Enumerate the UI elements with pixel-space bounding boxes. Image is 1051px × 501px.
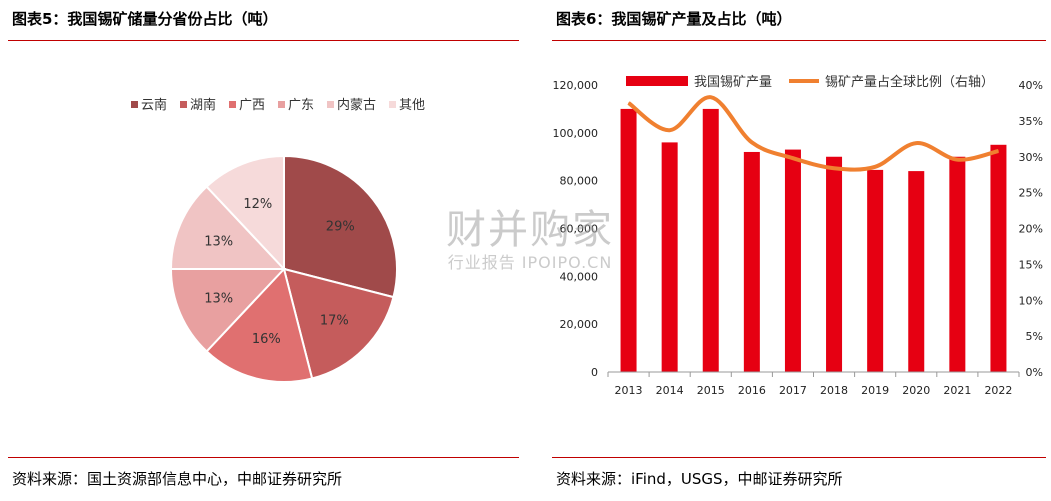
y2-tick-7: 35% (1019, 115, 1043, 128)
x-tick-2014: 2014 (656, 384, 684, 397)
x-tick-2019: 2019 (861, 384, 889, 397)
y2-tick-6: 30% (1019, 151, 1043, 164)
y2-tick-4: 20% (1019, 223, 1043, 236)
share-point-2021 (956, 159, 958, 161)
right-source-rule (552, 457, 1046, 458)
right-source: 资料来源：iFind，USGS，中邮证券研究所 (556, 470, 843, 488)
y2-tick-1: 5% (1026, 330, 1043, 343)
legend-label-广西: 广西 (239, 98, 265, 113)
left-panel-title: 图表5：我国锡矿储量分省份占比（吨） (12, 10, 278, 28)
legend-label-line: 锡矿产量占全球比例（右轴） (825, 74, 994, 90)
bar-2019 (867, 169, 884, 372)
x-tick-2022: 2022 (984, 384, 1012, 397)
left-source-rule (8, 457, 519, 458)
y-tick-2: 40,000 (560, 270, 599, 283)
legend-label-其他: 其他 (399, 98, 425, 113)
y-tick-4: 80,000 (560, 175, 599, 188)
legend-swatch-广东 (278, 101, 285, 108)
bar-2020 (908, 171, 925, 372)
pie-label-其他: 12% (243, 197, 272, 212)
pie-label-湖南: 17% (320, 313, 349, 328)
right-title-rule (552, 40, 1046, 41)
y2-tick-8: 40% (1019, 79, 1043, 92)
x-tick-2018: 2018 (820, 384, 848, 397)
share-line (627, 95, 999, 172)
legend-label-广东: 广东 (288, 98, 314, 113)
share-point-2015 (710, 96, 712, 98)
bar-2015 (702, 108, 719, 373)
y2-tick-0: 0% (1026, 366, 1043, 379)
bar-2014 (661, 142, 678, 372)
legend-swatch-湖南 (180, 101, 187, 108)
bar-2016 (743, 151, 760, 372)
share-point-2013 (628, 102, 630, 104)
pie-slice-其他 (205, 154, 285, 272)
share-point-2022 (997, 150, 999, 152)
y2-tick-5: 25% (1019, 187, 1043, 200)
pie-slice-湖南 (282, 267, 395, 380)
left-source: 资料来源：国土资源部信息中心，中邮证券研究所 (12, 470, 343, 488)
y-tick-5: 100,000 (553, 127, 599, 140)
legend-label-bars: 我国锡矿产量 (694, 75, 772, 90)
share-point-2018 (833, 167, 835, 169)
x-tick-2015: 2015 (697, 384, 725, 397)
x-tick-2020: 2020 (902, 384, 930, 397)
legend-swatch-广西 (229, 101, 236, 108)
bar-2022 (990, 144, 1007, 372)
x-tick-2017: 2017 (779, 384, 807, 397)
bar-2013 (620, 108, 637, 373)
share-point-2017 (792, 157, 794, 159)
y2-tick-2: 10% (1019, 294, 1043, 307)
pie-slice-云南 (283, 154, 398, 299)
bar-2021 (949, 156, 966, 372)
pie-slice-广西 (205, 266, 314, 383)
legend-label-云南: 云南 (141, 97, 167, 113)
y-tick-1: 20,000 (560, 318, 599, 331)
bar-2018 (826, 156, 843, 372)
share-point-2014 (669, 129, 671, 131)
legend-label-内蒙古: 内蒙古 (337, 97, 376, 113)
y2-tick-3: 15% (1019, 258, 1043, 271)
legend-swatch-bars (626, 76, 688, 86)
share-point-2019 (874, 166, 876, 168)
share-point-2020 (915, 142, 917, 144)
y-tick-3: 60,000 (560, 223, 599, 236)
y-tick-6: 120,000 (553, 79, 599, 92)
legend-label-湖南: 湖南 (190, 97, 216, 113)
share-point-2016 (751, 141, 753, 143)
pie-label-内蒙古: 13% (204, 235, 233, 250)
left-title-rule (8, 40, 519, 41)
pie-label-云南: 29% (326, 219, 355, 234)
pie-label-广东: 13% (204, 291, 233, 306)
x-tick-2021: 2021 (943, 384, 971, 397)
x-tick-2016: 2016 (738, 384, 766, 397)
y-tick-0: 0 (591, 366, 598, 379)
right-panel-title: 图表6：我国锡矿产量及占比（吨） (556, 10, 792, 28)
x-tick-2013: 2013 (615, 384, 643, 397)
legend-swatch-内蒙古 (327, 101, 334, 108)
legend-swatch-云南 (131, 101, 138, 108)
pie-slice-广东 (169, 268, 287, 353)
pie-label-广西: 16% (252, 332, 281, 347)
pie-slice-内蒙古 (169, 185, 287, 270)
bar-2017 (784, 149, 801, 372)
legend-swatch-其他 (389, 101, 396, 108)
